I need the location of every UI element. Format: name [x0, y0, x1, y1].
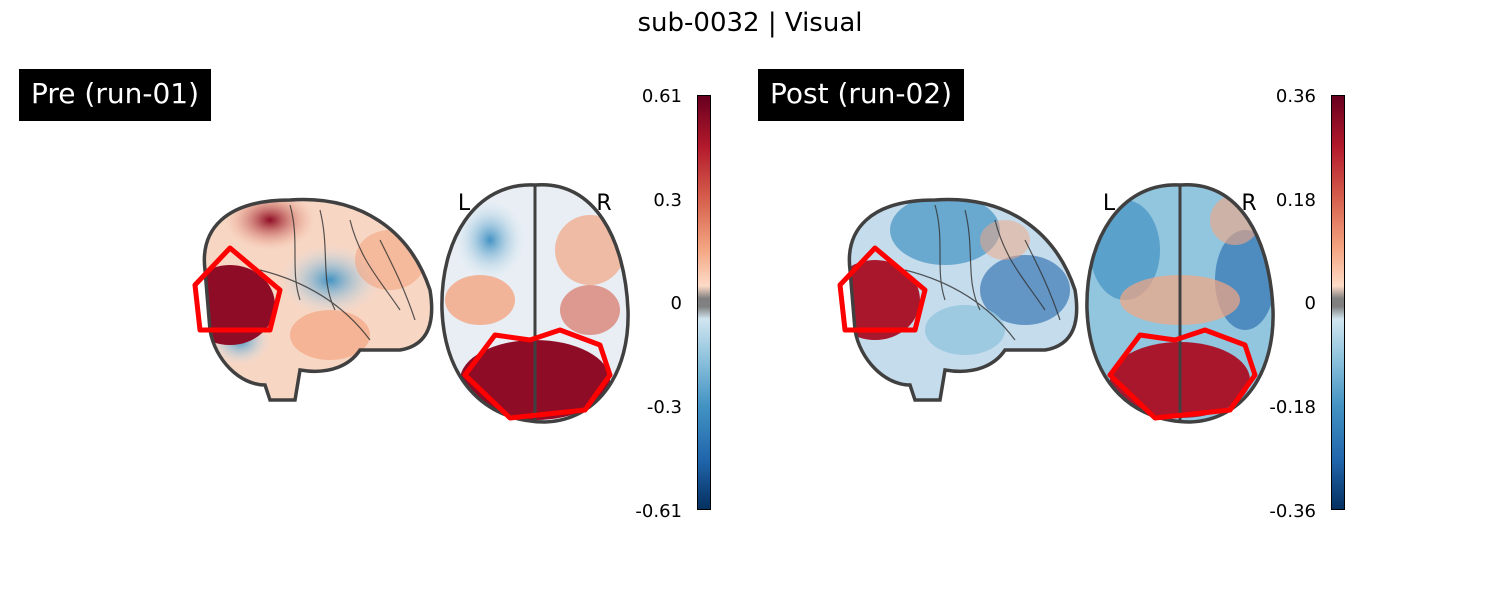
- colorbar-tick: 0.36: [1275, 86, 1316, 107]
- colorbar-tick: -0.61: [635, 501, 682, 522]
- orientation-left: L: [1103, 191, 1116, 216]
- colorbar-tick: 0.18: [1275, 190, 1316, 211]
- sagittal-view: [849, 199, 1077, 400]
- roi-outline-axial: [462, 327, 613, 421]
- colorbar-tick: -0.36: [1269, 501, 1316, 522]
- roi-outline-sagittal: [837, 245, 928, 333]
- orientation-right: R: [596, 191, 611, 216]
- colorbar-tick: 0.61: [641, 86, 682, 107]
- figure-title: sub-0032 | Visual: [637, 8, 863, 38]
- colorbar-tick: 0: [1304, 293, 1316, 314]
- orientation-left: L: [458, 191, 471, 216]
- colorbar-tick: 0.3: [653, 190, 682, 211]
- colorbar: [1331, 95, 1345, 510]
- colorbar: [697, 95, 711, 510]
- brain-glass-view: L R: [837, 183, 1275, 424]
- sagittal-view: [204, 199, 432, 400]
- colorbar-tick: -0.18: [1269, 397, 1316, 418]
- panel-label: Pre (run-01): [19, 69, 211, 121]
- roi-outline-sagittal: [192, 245, 283, 333]
- orientation-right: R: [1241, 191, 1256, 216]
- panel-pre: Pre (run-01): [0, 0, 740, 600]
- roi-outline-axial: [1107, 327, 1258, 421]
- panel-label: Post (run-02): [758, 69, 965, 121]
- brain-glass-view: L R: [192, 183, 630, 424]
- colorbar-tick: -0.3: [646, 397, 682, 418]
- panel-post: Post (run-02): [740, 0, 1500, 600]
- colorbar-tick: 0: [670, 293, 682, 314]
